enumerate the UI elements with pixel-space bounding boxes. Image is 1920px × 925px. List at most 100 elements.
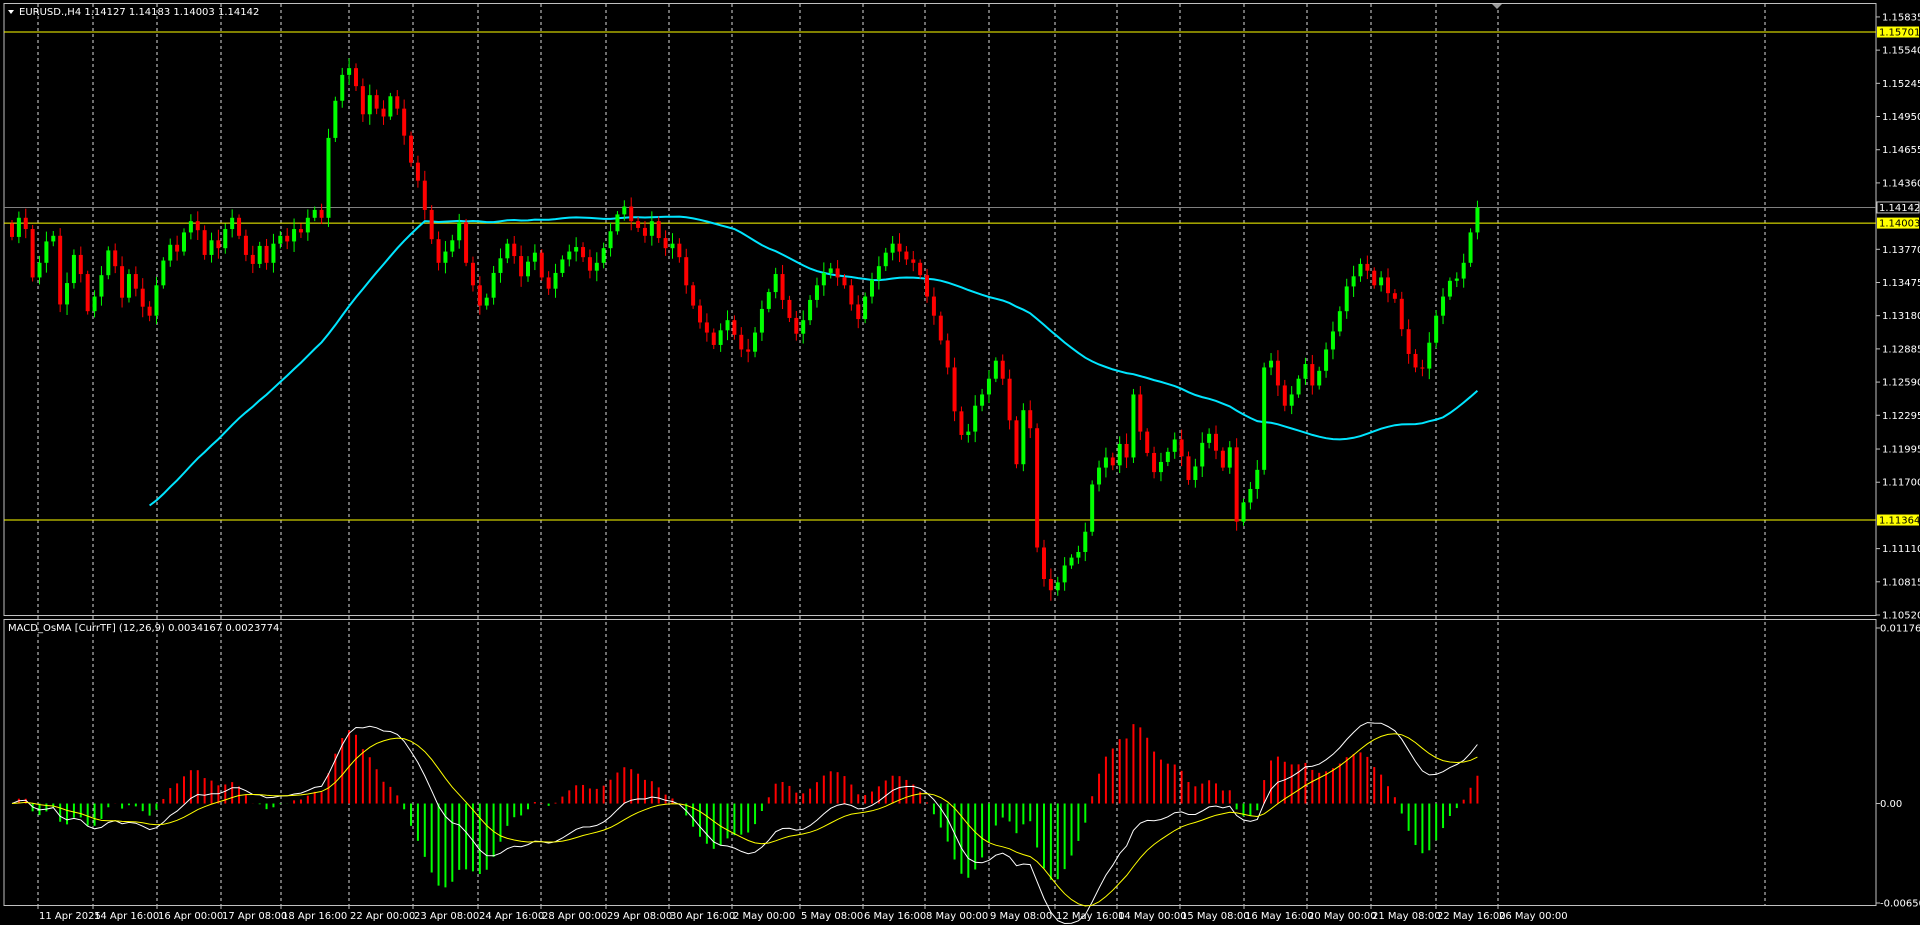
- time-tick-label: 12 May 16:00: [1056, 911, 1125, 922]
- candle-body: [704, 322, 709, 333]
- price-tick-label: 1.14950: [1882, 112, 1920, 123]
- candle-body: [58, 235, 63, 305]
- candles: [10, 58, 1480, 601]
- candle-body: [1214, 433, 1218, 451]
- candle-body: [498, 258, 503, 273]
- price-pane[interactable]: [3, 3, 1877, 616]
- candle-body: [732, 320, 737, 335]
- candle-body: [484, 297, 489, 306]
- candle-body: [140, 288, 145, 307]
- candle-body: [429, 209, 434, 240]
- current-price-badge: [1876, 201, 1920, 214]
- level-price-badge: [1877, 217, 1919, 229]
- horizontal-levels[interactable]: [4, 31, 1876, 521]
- candle-body: [271, 243, 276, 263]
- candle-body: [1014, 420, 1019, 465]
- indicator-axis[interactable]: 0.0117613 0.00 -0.006503: [1876, 624, 1920, 910]
- candle-body: [333, 100, 338, 138]
- candle-body: [539, 252, 544, 278]
- candle-body: [828, 268, 833, 273]
- candle-body: [835, 268, 840, 278]
- candle-body: [1441, 296, 1446, 316]
- candle-body: [168, 244, 173, 261]
- candle-body: [436, 239, 441, 263]
- candle-body: [298, 229, 303, 233]
- candle-body: [1035, 428, 1040, 548]
- candle-body: [581, 247, 586, 258]
- candle-body: [312, 209, 317, 218]
- candle-body: [1330, 331, 1335, 350]
- indicator-pane[interactable]: [3, 619, 1877, 906]
- price-tick-label: 1.13475: [1882, 278, 1920, 289]
- candle-body: [773, 274, 778, 293]
- moving-average: [148, 215, 1479, 507]
- candle-body: [1227, 447, 1232, 468]
- price-tick-label: 1.11995: [1882, 445, 1920, 456]
- candle-body: [973, 405, 978, 432]
- time-tick-label: 14 Apr 16:00: [94, 911, 159, 922]
- candle-body: [691, 285, 696, 306]
- candle-body: [856, 304, 861, 320]
- candle-body: [670, 243, 675, 249]
- time-tick-label: 8 May 00:00: [926, 911, 988, 922]
- candle-body: [85, 274, 90, 312]
- candle-body: [842, 277, 847, 286]
- level-price-badge: [1877, 26, 1919, 38]
- candle-body: [126, 274, 131, 298]
- candle-body: [890, 243, 895, 253]
- candle-body: [787, 299, 792, 318]
- candle-body: [120, 266, 125, 298]
- candle-body: [78, 254, 83, 275]
- time-tick-label: 18 Apr 16:00: [282, 911, 347, 922]
- time-tick-label: 22 Apr 00:00: [350, 911, 415, 922]
- time-tick-label: 16 May 16:00: [1245, 911, 1314, 922]
- candle-body: [980, 394, 985, 406]
- candle-body: [505, 243, 510, 259]
- time-tick-label: 16 Apr 00:00: [158, 911, 223, 922]
- candle-body: [99, 275, 104, 297]
- candle-body: [753, 332, 758, 352]
- candle-body: [1165, 451, 1170, 462]
- level-price-badge: [1877, 514, 1919, 526]
- candle-body: [801, 320, 806, 334]
- current-price-label: 1.14142: [1879, 203, 1920, 214]
- candle-body: [1090, 484, 1095, 532]
- candle-body: [766, 292, 771, 309]
- candle-body: [491, 272, 496, 298]
- candle-body: [663, 238, 668, 249]
- symbol-header[interactable]: EURUSD.,H4 1.14127 1.14183 1.14003 1.141…: [8, 7, 259, 18]
- candle-body: [264, 245, 269, 263]
- candle-body: [1275, 360, 1280, 386]
- price-axis[interactable]: 1.15835 1.15540 1.15245 1.14950 1.14655 1.143…: [1876, 12, 1920, 622]
- candle-body: [925, 275, 930, 297]
- dropdown-triangle-icon[interactable]: [8, 10, 14, 14]
- candle-body: [684, 257, 689, 286]
- candle-body: [237, 217, 242, 236]
- candle-body: [243, 235, 248, 255]
- candle-body: [636, 221, 641, 228]
- candle-body: [223, 229, 228, 249]
- candle-body: [849, 285, 854, 305]
- time-tick-label: 28 Apr 00:00: [542, 911, 607, 922]
- candle-body: [422, 180, 427, 210]
- candle-body: [188, 221, 193, 233]
- candle-body: [1358, 263, 1363, 277]
- candle-body: [1447, 280, 1452, 297]
- shift-marker-icon[interactable]: [1492, 4, 1502, 9]
- candle-body: [133, 274, 138, 289]
- candle-body: [938, 315, 943, 341]
- candle-body: [1379, 277, 1384, 286]
- level-price-label: 1.14003: [1879, 219, 1920, 230]
- candle-body: [1186, 456, 1191, 480]
- candle-body: [1062, 565, 1067, 583]
- candle-body: [409, 135, 414, 163]
- candle-body: [629, 206, 634, 222]
- candle-body: [553, 272, 558, 289]
- candle-body: [1172, 439, 1177, 452]
- candle-body: [519, 256, 524, 277]
- candle-body: [202, 230, 207, 255]
- candle-body: [326, 137, 331, 218]
- candle-body: [1117, 443, 1122, 466]
